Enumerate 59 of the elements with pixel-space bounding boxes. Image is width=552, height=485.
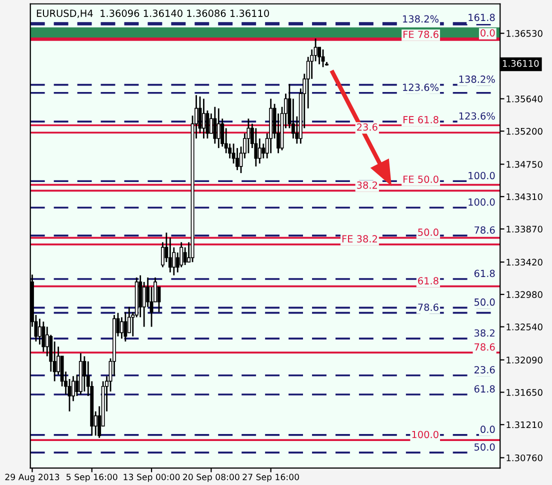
y-tick-label: 1.35200 (506, 128, 542, 135)
annotation: 50.0 (474, 298, 495, 306)
annotation: 38.2 (357, 181, 378, 189)
x-tick-label: 13 Sep 00:00 (124, 474, 180, 482)
y-tick-label: 1.31210 (506, 421, 542, 428)
annotation: 23.6 (357, 123, 378, 131)
y-tick-label: 1.34750 (506, 160, 542, 168)
y-tick-label: 1.32980 (506, 291, 542, 298)
x-tick-label: 20 Sep 08:00 (183, 474, 240, 482)
y-tick-label: 1.31650 (506, 388, 542, 396)
annotation: 78.6 (418, 304, 438, 311)
candlestick (258, 138, 262, 164)
candlestick (120, 316, 124, 340)
annotation: 78.6 (474, 226, 495, 234)
annotation: FE 50.0 (404, 176, 438, 183)
x-tick-label: 27 Sep 16:00 (242, 474, 299, 482)
text: 1.36110 (502, 60, 539, 67)
annotation: 0.0 (480, 29, 495, 37)
annotation: 100.0 (468, 172, 495, 180)
candlestick (254, 127, 258, 168)
candlestick (38, 318, 42, 346)
annotation: 50.0 (418, 228, 438, 236)
annotation: 100.0 (468, 198, 495, 206)
y-tick-label: 1.36530 (506, 30, 542, 37)
annotation: 23.6 (474, 366, 495, 374)
annotation: 0.0 (480, 426, 495, 434)
x-tick-label: 5 Sep 16:00 (66, 474, 118, 482)
candlestick (236, 147, 239, 171)
candlestick (142, 281, 146, 328)
candlestick (124, 311, 128, 342)
annotation: 123.6% (459, 112, 495, 120)
x-tick-label: 29 Aug 2013 (5, 474, 60, 482)
annotation: FE 38.2 (342, 235, 378, 243)
annotation: 138.2% (459, 76, 495, 83)
annotation: 138.2% (403, 15, 439, 23)
annotation: FE 61.8 (404, 116, 438, 124)
candlestick (216, 108, 220, 149)
text: EURUSD,H4 1.36096 1.36140 1.36086 1.36110 (36, 10, 269, 18)
y-tick-label: 1.33870 (506, 226, 542, 233)
candlestick (82, 356, 86, 392)
annotation: 61.8 (474, 270, 495, 278)
annotation: 61.8 (474, 385, 495, 393)
annotation: 123.6% (403, 84, 439, 91)
annotation: 61.8 (418, 277, 438, 284)
annotation: 50.0 (474, 443, 495, 451)
annotation: FE 78.6 (404, 30, 438, 38)
candlestick (213, 106, 217, 144)
y-tick-label: 1.34310 (506, 193, 542, 200)
y-tick-label: 1.32090 (506, 356, 542, 364)
candlestick (42, 320, 46, 352)
annotation: 161.8 (468, 14, 495, 22)
y-tick-label: 1.33420 (506, 258, 542, 266)
candlestick (202, 98, 206, 140)
y-tick-label: 1.35640 (506, 96, 542, 102)
annotation: 78.6 (474, 343, 495, 351)
annotation: 38.2 (474, 329, 494, 337)
y-tick-label: 1.30760 (506, 454, 542, 462)
annotation: 100.0 (412, 430, 438, 438)
y-tick-label: 1.32540 (506, 324, 542, 330)
